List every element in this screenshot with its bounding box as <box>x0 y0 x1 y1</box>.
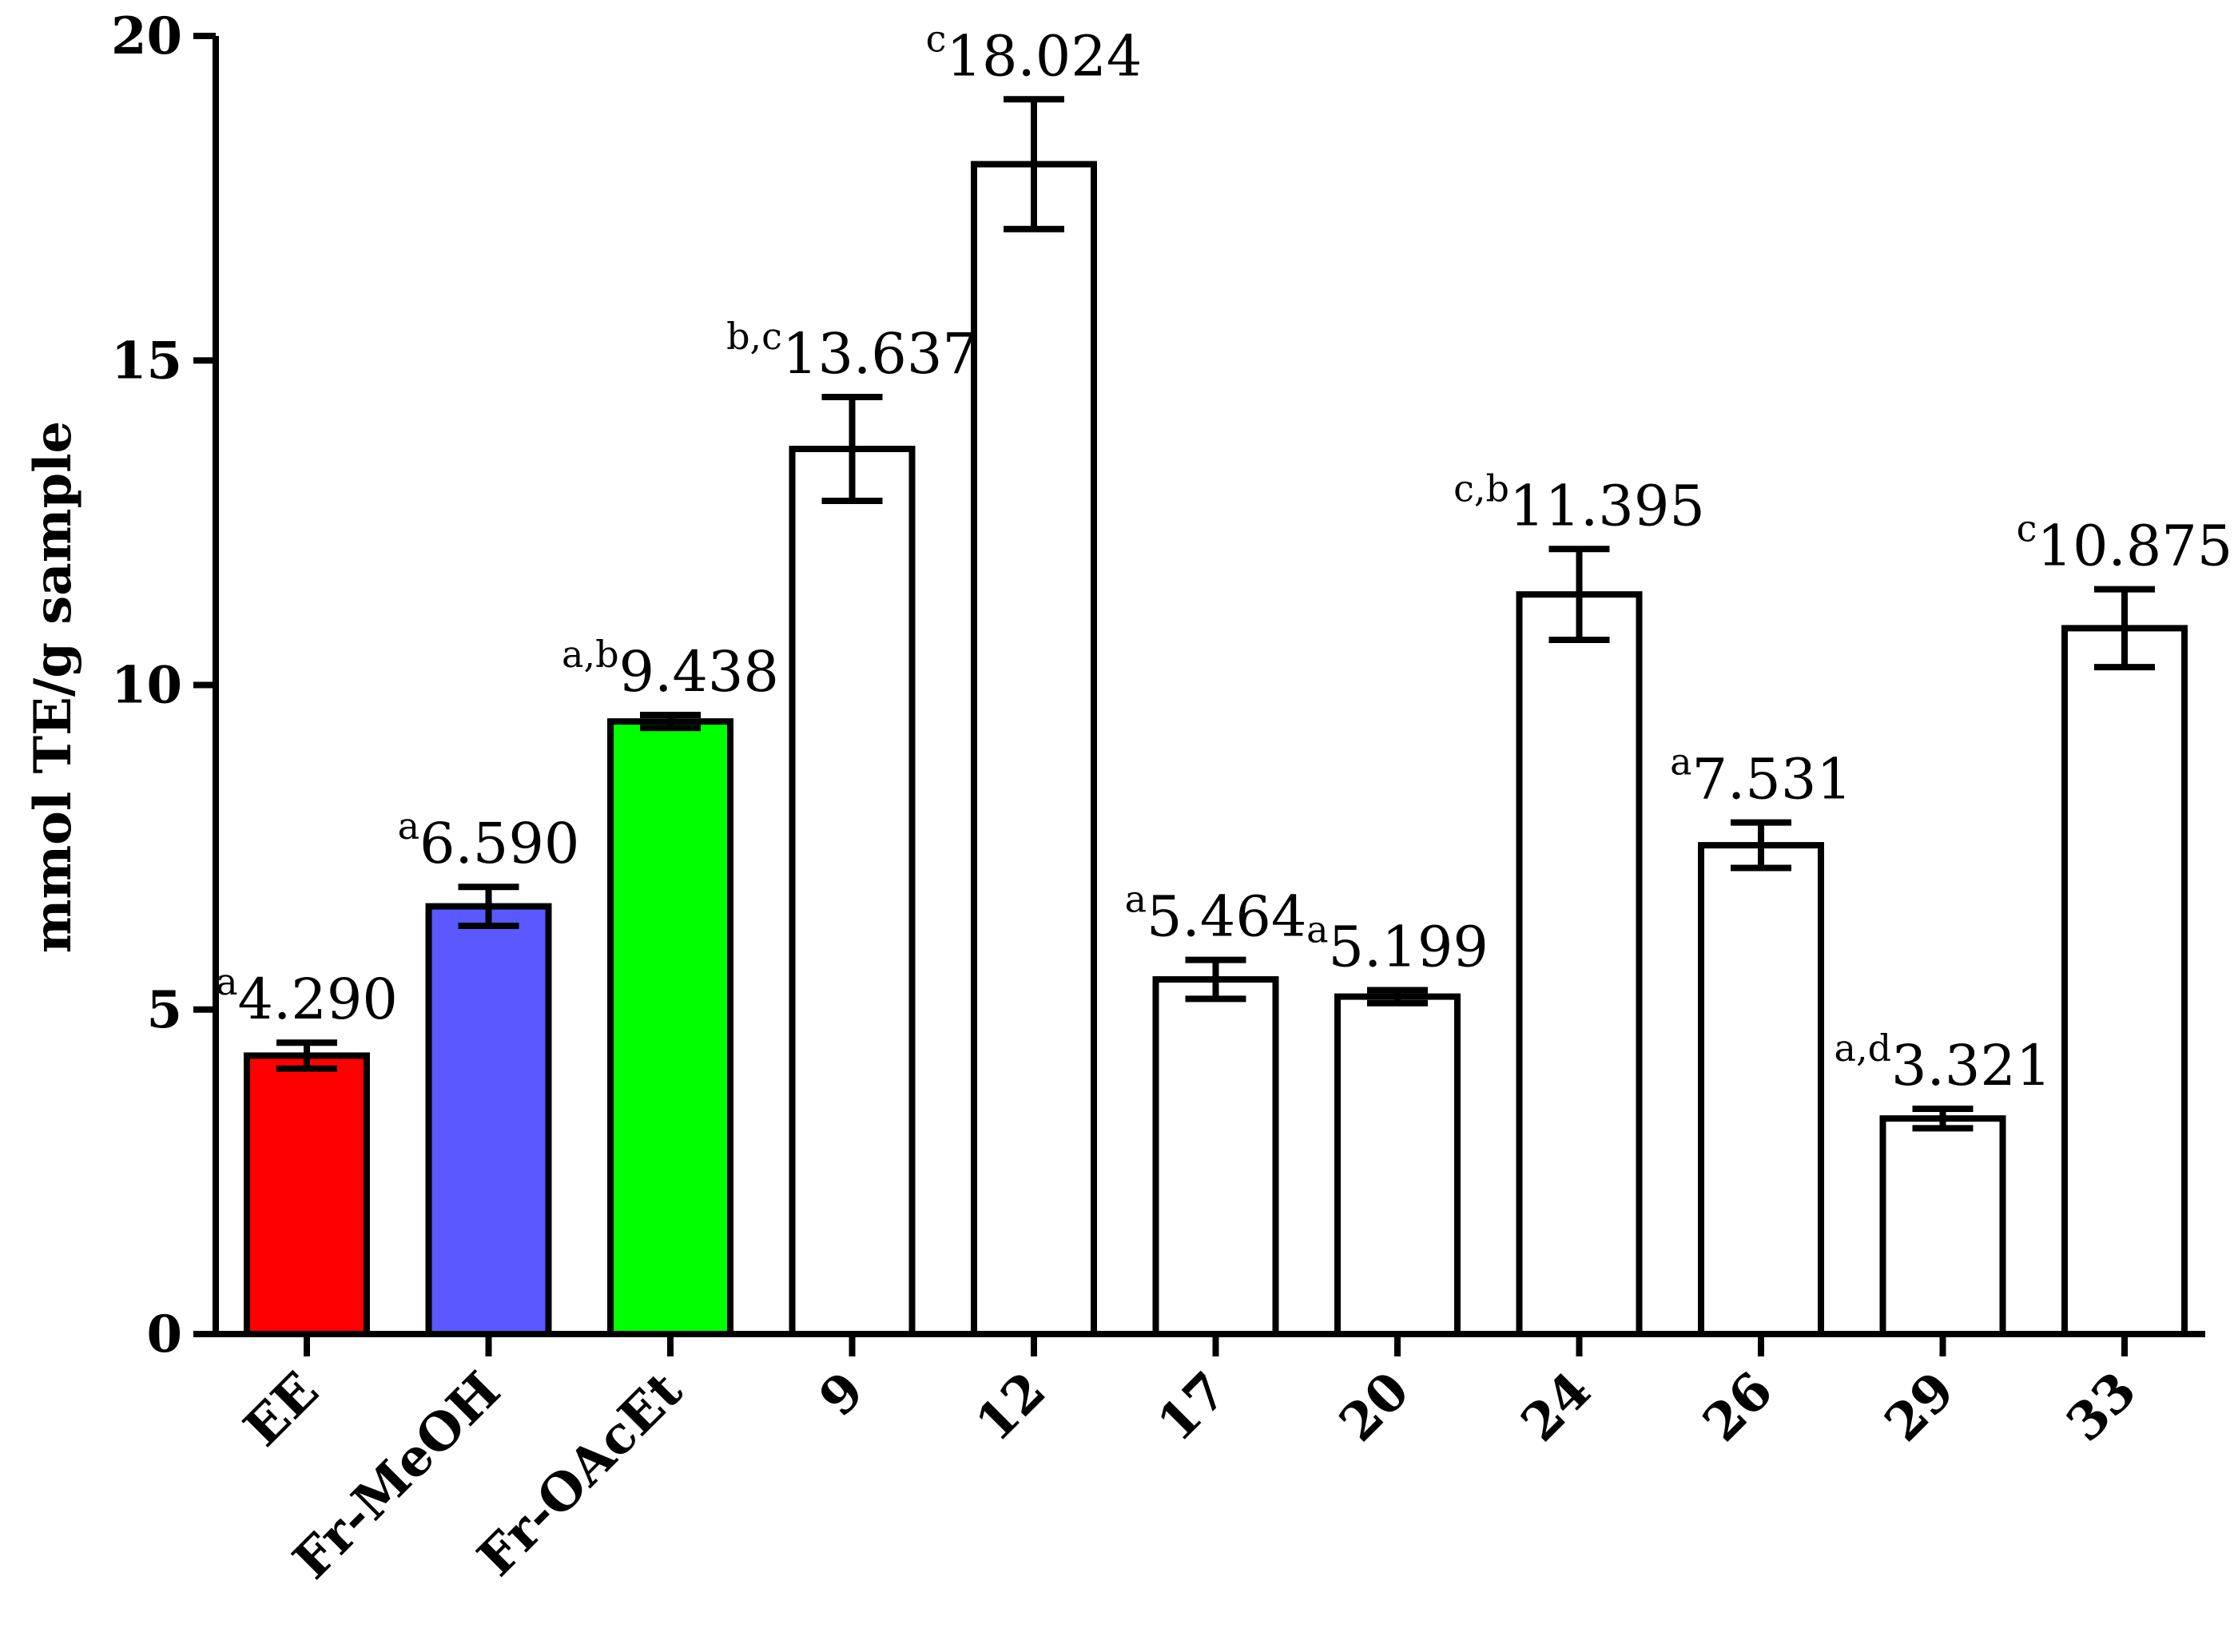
data-label: c18.024 <box>926 17 1143 89</box>
bar-fr-meoh <box>425 903 552 1337</box>
y-axis-label: mmol TE/g sample <box>23 421 83 954</box>
significance-letter: a <box>216 960 237 1003</box>
x-tick-label: EE <box>233 1360 330 1458</box>
x-tick-label: 29 <box>1874 1360 1966 1453</box>
bar-24 <box>1516 591 1643 1337</box>
value-label: 5.464 <box>1147 884 1306 950</box>
bar-20 <box>1334 993 1461 1338</box>
x-tick-label: 17 <box>1147 1360 1239 1453</box>
significance-letter: c <box>926 17 947 60</box>
data-label: a4.290 <box>216 960 398 1032</box>
bar-33 <box>2061 625 2188 1337</box>
y-tick-label: 5 <box>146 980 182 1040</box>
bar-12 <box>971 161 1097 1337</box>
value-label: 4.290 <box>238 967 398 1032</box>
data-label: a,d3.321 <box>1835 1027 2052 1098</box>
x-tick-label: 33 <box>2055 1360 2148 1453</box>
value-label: 5.199 <box>1329 914 1489 979</box>
value-label: 10.875 <box>2037 514 2232 579</box>
significance-letter: a <box>1670 741 1691 784</box>
value-label: 11.395 <box>1509 473 1705 538</box>
y-tick-label: 15 <box>111 331 182 391</box>
x-tick-label: 9 <box>808 1360 876 1428</box>
value-label: 13.637 <box>782 321 978 387</box>
x-tick-label: 24 <box>1510 1360 1603 1453</box>
significance-letter: a <box>1306 907 1328 951</box>
significance-letter: a,b <box>562 633 619 676</box>
bar-ee <box>244 1052 370 1337</box>
data-label: a,b9.438 <box>562 633 779 705</box>
value-label: 18.024 <box>946 23 1142 89</box>
bar-9 <box>789 445 916 1337</box>
x-tick-label: 26 <box>1691 1360 1784 1453</box>
data-label: c,b11.395 <box>1453 467 1705 538</box>
data-label: c10.875 <box>2017 507 2233 579</box>
value-label: 9.438 <box>619 639 779 705</box>
significance-letter: c,b <box>1453 467 1509 510</box>
significance-letter: a <box>398 804 419 848</box>
data-label: a5.199 <box>1306 907 1489 979</box>
data-label: a5.464 <box>1125 878 1307 950</box>
bar-17 <box>1152 976 1279 1338</box>
data-label: a7.531 <box>1670 741 1852 812</box>
y-tick-label: 10 <box>111 656 182 716</box>
y-tick-label: 0 <box>146 1305 182 1364</box>
data-label: a6.590 <box>398 804 580 876</box>
plot-area: 05101520a4.290EEa6.590Fr-MeOHa,b9.438Fr-… <box>111 6 2232 1590</box>
x-tick-label: 12 <box>964 1360 1057 1453</box>
value-label: 7.531 <box>1692 747 1852 812</box>
significance-letter: a <box>1125 878 1147 921</box>
significance-letter: b,c <box>726 315 782 358</box>
significance-letter: c <box>2017 507 2037 550</box>
x-tick-label: 20 <box>1328 1360 1421 1453</box>
value-label: 6.590 <box>419 811 579 876</box>
bar-29 <box>1879 1115 2006 1337</box>
significance-letter: a,d <box>1835 1027 1892 1070</box>
bar-fr-oacet <box>607 718 733 1337</box>
bar-26 <box>1698 842 1824 1337</box>
data-label: b,c13.637 <box>726 315 978 387</box>
y-tick-label: 20 <box>111 6 182 66</box>
value-label: 3.321 <box>1891 1033 2051 1098</box>
